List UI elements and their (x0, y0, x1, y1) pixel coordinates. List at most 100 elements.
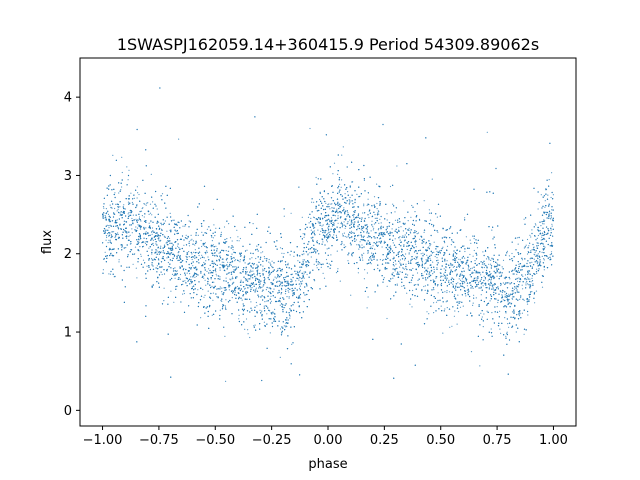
data-point (182, 225, 184, 227)
data-point (351, 255, 353, 257)
data-point (151, 237, 153, 239)
data-point (525, 279, 527, 281)
data-point (332, 222, 334, 224)
data-point (271, 283, 273, 285)
data-point (231, 276, 234, 278)
data-point (428, 209, 430, 211)
data-point (183, 268, 185, 270)
data-point (534, 254, 536, 256)
data-point (504, 317, 506, 319)
data-point (262, 285, 264, 287)
data-point (427, 247, 429, 249)
data-point (442, 246, 444, 248)
data-point (340, 221, 343, 223)
data-point (298, 287, 301, 289)
data-point (525, 284, 527, 286)
data-point (392, 277, 394, 279)
data-point (483, 275, 485, 277)
data-point (323, 277, 326, 279)
data-point (272, 279, 274, 281)
data-point (270, 300, 272, 302)
data-point (152, 242, 154, 244)
data-point (357, 227, 359, 229)
data-point (366, 228, 368, 230)
data-point (326, 241, 328, 243)
data-point (449, 227, 451, 229)
data-point (116, 210, 118, 212)
data-point (121, 186, 123, 188)
data-point (443, 273, 445, 275)
data-point (373, 196, 376, 198)
data-point (543, 259, 545, 261)
data-point (327, 223, 329, 225)
data-point (478, 281, 480, 283)
data-point (436, 216, 438, 218)
data-point (524, 274, 527, 276)
data-point (254, 283, 256, 285)
data-point (315, 259, 317, 261)
data-point (238, 240, 240, 242)
data-point (539, 262, 541, 264)
data-point (228, 289, 230, 291)
data-point (289, 315, 291, 317)
data-point (233, 257, 235, 259)
data-point (283, 215, 285, 217)
data-point (307, 253, 309, 255)
data-point (454, 294, 456, 296)
data-point (549, 254, 551, 256)
data-point (410, 281, 412, 284)
data-point (499, 310, 501, 312)
data-point (483, 264, 485, 266)
data-point (219, 276, 221, 278)
data-point (183, 244, 185, 246)
data-point (213, 281, 215, 283)
data-point (523, 247, 526, 249)
data-point (119, 214, 121, 216)
data-point (129, 234, 131, 236)
data-point (225, 277, 227, 279)
data-point (283, 325, 285, 327)
data-point (281, 252, 283, 254)
data-point (320, 266, 322, 268)
data-point (403, 268, 405, 270)
data-point (249, 258, 251, 260)
data-point (537, 234, 540, 237)
data-point (224, 238, 226, 241)
data-point (279, 301, 281, 303)
data-point (148, 247, 150, 249)
data-point (102, 269, 104, 271)
data-point (171, 273, 174, 275)
data-point (451, 241, 453, 243)
data-point (227, 272, 229, 274)
data-point (467, 268, 469, 270)
data-point (268, 275, 270, 277)
data-point (108, 235, 110, 237)
data-point (274, 308, 276, 310)
data-point (481, 263, 483, 265)
data-point (226, 241, 228, 243)
data-point (271, 260, 273, 262)
data-point (497, 301, 499, 304)
data-point (500, 284, 502, 287)
data-point (326, 206, 328, 208)
data-point (207, 290, 209, 292)
data-point (410, 261, 412, 263)
data-point (150, 220, 152, 222)
data-point (444, 291, 446, 293)
data-point (506, 250, 508, 252)
data-point (186, 237, 188, 240)
data-point (473, 294, 475, 296)
data-point (146, 202, 148, 204)
data-point (318, 262, 321, 264)
data-point (477, 272, 479, 274)
data-point (333, 234, 335, 236)
data-point (238, 287, 240, 289)
data-point (439, 250, 441, 252)
data-point (347, 221, 349, 223)
data-point (269, 262, 271, 264)
data-point (145, 231, 147, 233)
data-point (520, 297, 522, 299)
data-point (204, 274, 206, 276)
data-point (407, 220, 409, 222)
data-point (117, 208, 119, 210)
